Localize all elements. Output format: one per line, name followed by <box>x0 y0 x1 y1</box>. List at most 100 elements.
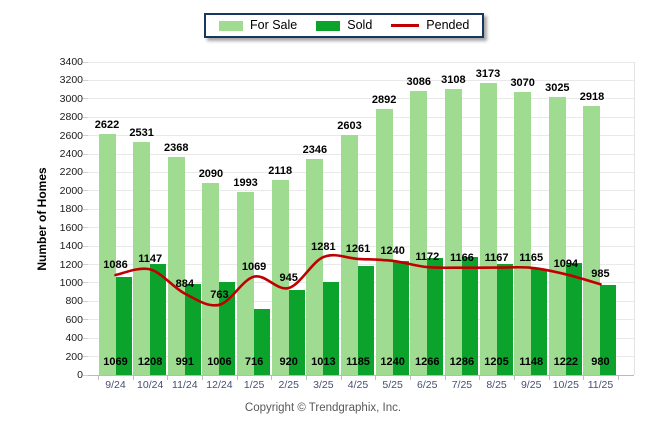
x-tick-mark <box>340 376 342 380</box>
y-tick-mark <box>83 282 88 284</box>
y-tick-mark <box>83 135 88 137</box>
x-tick-mark <box>98 376 100 380</box>
x-tick-mark <box>548 376 550 380</box>
y-tick-label: 2600 <box>59 129 83 142</box>
x-tick-label: 2/25 <box>278 379 299 391</box>
for-sale-swatch-icon <box>219 20 243 31</box>
y-tick-label: 1600 <box>59 221 83 234</box>
x-tick-mark <box>236 376 238 380</box>
y-tick-mark <box>83 116 88 118</box>
for-sale-value-label: 3070 <box>510 77 535 90</box>
x-tick-label: 4/25 <box>347 379 369 391</box>
for-sale-value-label: 2603 <box>337 120 362 133</box>
y-tick-mark <box>83 208 88 210</box>
y-gridline <box>88 153 634 155</box>
pended-value-label: 1240 <box>380 244 405 257</box>
x-tick-label: 7/25 <box>451 379 473 391</box>
for-sale-value-label: 2531 <box>129 126 154 139</box>
legend-item-for-sale: For Sale <box>219 19 297 32</box>
y-tick-mark <box>83 79 88 81</box>
plot-right-border <box>634 62 635 375</box>
for-sale-value-label: 2622 <box>94 118 120 131</box>
for-sale-value-label: 1993 <box>233 176 258 189</box>
y-tick-label: 1800 <box>59 203 83 216</box>
x-tick-label: 6/25 <box>417 379 438 391</box>
for-sale-value-label: 2346 <box>302 144 328 157</box>
y-tick-mark <box>83 264 88 266</box>
y-gridline <box>88 61 634 63</box>
y-tick-label: 3000 <box>59 92 83 105</box>
sold-value-label: 1240 <box>380 356 405 368</box>
x-tick-mark <box>202 376 204 380</box>
for-sale-bar <box>237 191 255 375</box>
y-gridline <box>88 245 634 247</box>
for-sale-bar <box>375 108 393 375</box>
for-sale-bar <box>306 159 324 375</box>
y-tick-label: 3400 <box>59 56 83 68</box>
sold-value-label: 1208 <box>137 356 163 368</box>
sold-value-label: 1205 <box>484 356 509 368</box>
y-tick-label: 3200 <box>59 74 83 87</box>
for-sale-value-label: 3025 <box>545 81 570 94</box>
x-tick-label: 12/24 <box>206 379 233 391</box>
y-gridline <box>88 116 634 118</box>
x-tick-mark <box>617 376 619 380</box>
legend-item-sold: Sold <box>316 19 372 32</box>
sold-value-label: 991 <box>175 356 194 368</box>
x-tick-mark <box>306 376 308 380</box>
pended-value-label: 763 <box>210 288 229 301</box>
x-tick-label: 10/24 <box>137 379 164 391</box>
sold-value-label: 1006 <box>207 356 232 368</box>
y-tick-label: 200 <box>65 350 83 363</box>
y-tick-label: 0 <box>77 369 83 381</box>
y-gridline <box>88 227 634 229</box>
x-tick-label: 3/25 <box>313 379 334 391</box>
sold-bar <box>288 290 305 375</box>
sold-value-label: 920 <box>279 356 298 368</box>
y-tick-mark <box>83 98 88 100</box>
x-axis-line <box>88 375 634 376</box>
for-sale-value-label: 2090 <box>198 167 224 180</box>
sold-value-label: 1222 <box>553 356 579 368</box>
for-sale-value-label: 2368 <box>164 142 189 154</box>
sold-value-label: 1013 <box>311 356 336 368</box>
for-sale-bar <box>583 106 601 375</box>
for-sale-bar <box>479 82 497 375</box>
y-tick-mark <box>83 61 88 63</box>
y-tick-mark <box>83 227 88 229</box>
y-tick-mark <box>83 153 88 155</box>
y-gridline <box>88 171 634 173</box>
x-tick-label: 8/25 <box>486 379 507 391</box>
x-tick-label: 11/24 <box>172 379 198 391</box>
y-gridline <box>88 190 634 192</box>
x-tick-label: 11/25 <box>587 379 614 391</box>
y-tick-label: 2800 <box>59 111 83 124</box>
y-tick-mark <box>83 374 88 376</box>
for-sale-bar <box>410 90 428 375</box>
x-tick-label: 5/25 <box>382 379 403 391</box>
pended-value-label: 1261 <box>345 242 371 255</box>
y-tick-mark <box>83 190 88 192</box>
sold-value-label: 716 <box>244 356 264 368</box>
y-tick-mark <box>83 319 88 321</box>
y-gridline <box>88 208 634 210</box>
x-tick-mark <box>167 376 169 380</box>
pended-value-label: 945 <box>279 272 298 284</box>
y-tick-label: 600 <box>65 313 83 326</box>
sold-legend-label: Sold <box>347 18 373 33</box>
pended-line-swatch-icon <box>391 24 420 27</box>
legend: For Sale Sold Pended <box>204 13 485 38</box>
x-tick-mark <box>409 376 411 380</box>
y-tick-label: 2200 <box>59 166 83 179</box>
y-axis-title: Number of Homes <box>35 167 49 271</box>
sold-swatch-icon <box>316 20 341 31</box>
x-tick-label: 1/25 <box>243 379 265 391</box>
x-tick-mark <box>444 376 446 380</box>
sold-bar <box>254 309 271 375</box>
for-sale-value-label: 3108 <box>441 73 466 86</box>
y-tick-label: 1400 <box>59 240 83 253</box>
y-tick-mark <box>83 171 88 173</box>
y-tick-label: 1000 <box>59 276 83 289</box>
for-sale-bar <box>444 88 462 375</box>
